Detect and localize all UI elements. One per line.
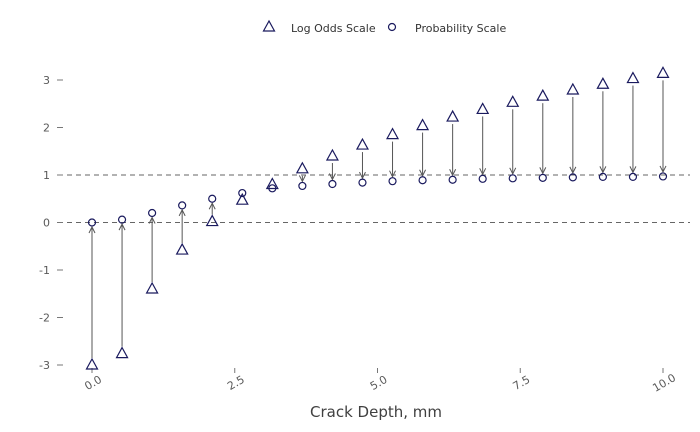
y-tick-label: -2 — [39, 312, 50, 325]
probability-point — [568, 173, 577, 182]
probability-point — [148, 208, 157, 218]
probability-point — [117, 215, 127, 224]
y-tick-label: -3 — [39, 359, 50, 372]
arrow-head — [118, 223, 126, 231]
arrow-head — [298, 175, 306, 183]
log-odds-point — [175, 242, 189, 255]
log-odds-point — [656, 66, 670, 78]
log-odds-point — [325, 148, 339, 161]
log-odds-point — [115, 346, 129, 359]
arrow-head — [659, 165, 667, 174]
probability-point — [388, 177, 397, 186]
log-odds-point — [476, 102, 490, 115]
log-odds-point — [386, 127, 400, 140]
probability-point — [508, 174, 517, 183]
x-axis-ticks: 0.0 2.5 5.0 7.5 10.0 — [82, 368, 678, 395]
probability-point — [418, 176, 427, 185]
log-odds-point — [506, 95, 520, 107]
reference-lines — [58, 174, 690, 223]
legend-triangle-icon — [262, 19, 276, 32]
probability-point — [658, 172, 668, 181]
arrow-head — [208, 202, 216, 210]
log-odds-point — [626, 71, 640, 84]
legend-label-log-odds: Log Odds Scale — [291, 22, 376, 35]
arrow-head — [449, 169, 457, 177]
probability-point — [178, 201, 187, 210]
arrow-head — [509, 167, 517, 175]
arrow-head — [539, 167, 547, 175]
markers — [85, 66, 670, 370]
x-tick-label: 5.0 — [368, 373, 390, 393]
arrow-head — [629, 166, 637, 174]
arrow-head — [599, 166, 607, 174]
log-odds-point — [416, 118, 430, 131]
log-odds-point — [205, 214, 219, 227]
arrow-head — [148, 216, 156, 224]
y-tick-label: 1 — [43, 169, 50, 182]
arrows — [88, 80, 667, 358]
log-odds-point — [295, 161, 309, 174]
y-tick-label: 3 — [43, 74, 50, 87]
arrow-head — [569, 166, 577, 174]
log-odds-point — [85, 357, 99, 370]
legend: Log Odds Scale Probability Scale — [262, 19, 506, 35]
probability-point — [298, 181, 307, 191]
x-axis-title: Crack Depth, mm — [310, 403, 442, 421]
probability-point — [238, 188, 247, 198]
x-tick-label: 2.5 — [225, 373, 247, 393]
y-tick-label: 2 — [43, 122, 50, 135]
log-odds-point — [235, 192, 249, 205]
probability-point — [268, 184, 277, 193]
arrow-head — [359, 171, 366, 180]
arrow-head — [88, 225, 96, 234]
arrow-head — [178, 208, 186, 217]
y-tick-label: 0 — [43, 217, 50, 230]
log-odds-point — [536, 88, 550, 101]
log-odds-point — [596, 77, 610, 89]
probability-point — [328, 179, 337, 189]
arrow-head — [419, 169, 427, 177]
log-odds-point — [265, 177, 279, 190]
log-odds-point — [566, 82, 580, 95]
probability-point — [448, 175, 457, 184]
log-odds-point — [446, 109, 460, 122]
log-odds-point — [355, 137, 369, 150]
arrow-head — [328, 173, 336, 181]
probability-point — [628, 172, 638, 181]
legend-label-probability: Probability Scale — [415, 22, 506, 35]
probability-point — [538, 173, 547, 182]
probability-point — [598, 172, 607, 181]
arrow-head — [389, 170, 396, 178]
arrow-head — [479, 168, 487, 176]
x-tick-label: 10.0 — [650, 371, 678, 395]
probability-point — [358, 178, 367, 187]
probability-point — [87, 218, 97, 227]
y-axis-ticks: 3 2 1 0 -1 -2 -3 — [39, 74, 63, 372]
x-tick-label: 0.0 — [82, 373, 104, 393]
log-odds-point — [145, 281, 159, 294]
probability-point — [478, 174, 487, 183]
y-tick-label: -1 — [39, 264, 50, 277]
legend-circle-icon — [387, 22, 397, 32]
probability-point — [208, 194, 217, 203]
x-tick-label: 7.5 — [511, 373, 533, 393]
